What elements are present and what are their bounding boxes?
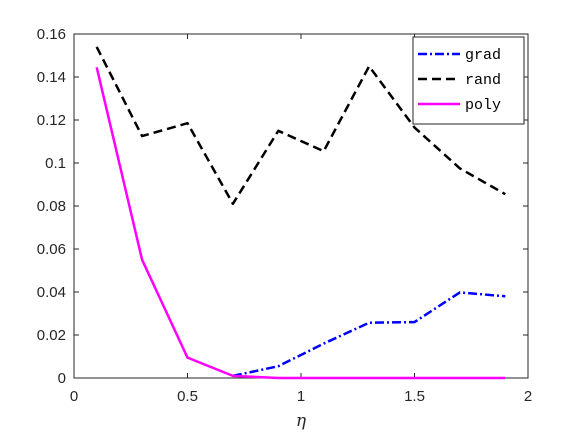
y-tick-label: 0.06	[37, 241, 66, 258]
y-tick-label: 0.04	[37, 284, 66, 301]
x-axis-label: η	[296, 411, 307, 431]
x-tick-label: 1.5	[404, 388, 425, 405]
y-tick-label: 0	[58, 370, 66, 387]
x-axis-ticks: 0 0.5 1 1.5 2	[70, 34, 532, 405]
y-tick-label: 0.08	[37, 198, 66, 215]
x-tick-label: 1	[297, 388, 305, 405]
series-line-grad	[232, 291, 506, 378]
y-tick-label: 0.14	[37, 69, 66, 86]
series-line-rand	[95, 46, 506, 206]
legend: grad rand poly	[412, 36, 525, 125]
series-line-poly	[95, 67, 506, 380]
y-axis-ticks: 0 0.02 0.04 0.06 0.08 0.1 0.12 0.14 0.16	[37, 26, 528, 387]
x-tick-label: 2	[524, 388, 532, 405]
x-tick-label: 0.5	[177, 388, 198, 405]
y-tick-label: 0.16	[37, 26, 66, 43]
legend-box	[412, 36, 525, 125]
legend-label-grad: grad	[465, 47, 501, 64]
legend-label-rand: rand	[465, 72, 501, 89]
y-tick-label: 0.02	[37, 327, 66, 344]
x-tick-label: 0	[70, 388, 78, 405]
series-lines	[95, 46, 506, 380]
y-tick-label: 0.12	[37, 112, 66, 129]
y-tick-label: 0.1	[45, 155, 66, 172]
legend-label-poly: poly	[465, 97, 501, 114]
